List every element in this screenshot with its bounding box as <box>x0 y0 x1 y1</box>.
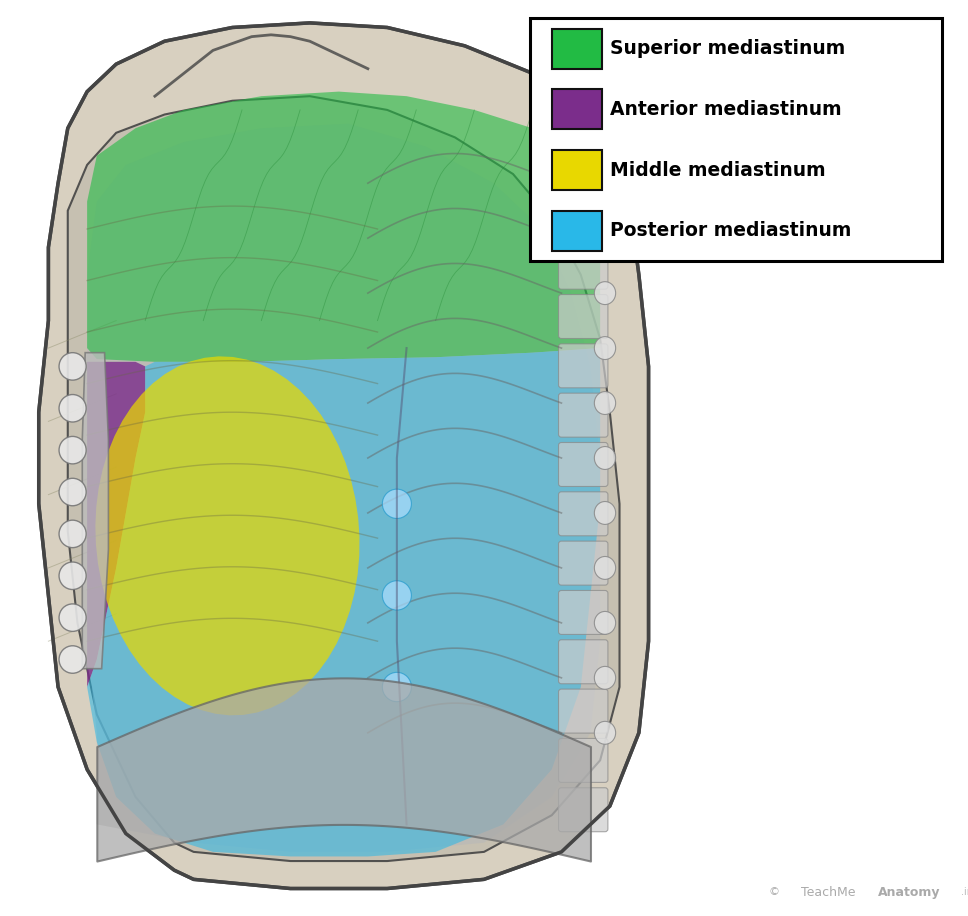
Polygon shape <box>39 23 649 889</box>
FancyBboxPatch shape <box>559 541 608 585</box>
Ellipse shape <box>594 281 616 304</box>
Polygon shape <box>96 356 359 715</box>
Polygon shape <box>68 96 620 861</box>
Ellipse shape <box>382 672 411 702</box>
Ellipse shape <box>594 612 616 634</box>
Ellipse shape <box>594 171 616 195</box>
Ellipse shape <box>59 395 86 422</box>
FancyBboxPatch shape <box>559 442 608 486</box>
Ellipse shape <box>594 226 616 249</box>
Polygon shape <box>87 362 145 687</box>
FancyBboxPatch shape <box>559 591 608 635</box>
FancyBboxPatch shape <box>552 150 602 191</box>
Ellipse shape <box>59 353 86 380</box>
Ellipse shape <box>594 556 616 579</box>
Text: Anterior mediastinum: Anterior mediastinum <box>610 100 841 119</box>
FancyBboxPatch shape <box>559 245 608 289</box>
FancyBboxPatch shape <box>559 639 608 683</box>
Text: Anatomy: Anatomy <box>878 886 941 899</box>
Text: ©: © <box>769 888 780 897</box>
Ellipse shape <box>382 489 411 518</box>
FancyBboxPatch shape <box>559 689 608 733</box>
FancyBboxPatch shape <box>552 28 602 69</box>
FancyBboxPatch shape <box>552 89 602 129</box>
Ellipse shape <box>594 667 616 689</box>
FancyBboxPatch shape <box>559 196 608 240</box>
Ellipse shape <box>594 392 616 414</box>
Text: Middle mediastinum: Middle mediastinum <box>610 160 826 180</box>
Polygon shape <box>87 348 600 856</box>
FancyBboxPatch shape <box>559 788 608 832</box>
Ellipse shape <box>59 520 86 548</box>
Text: Posterior mediastinum: Posterior mediastinum <box>610 222 851 240</box>
Ellipse shape <box>59 562 86 590</box>
Text: Superior mediastinum: Superior mediastinum <box>610 39 845 58</box>
Ellipse shape <box>594 501 616 524</box>
Ellipse shape <box>594 447 616 470</box>
FancyBboxPatch shape <box>559 344 608 387</box>
FancyBboxPatch shape <box>559 393 608 437</box>
FancyBboxPatch shape <box>559 492 608 536</box>
FancyBboxPatch shape <box>559 738 608 782</box>
FancyBboxPatch shape <box>552 211 602 251</box>
Text: .info: .info <box>961 888 968 897</box>
Ellipse shape <box>59 478 86 506</box>
FancyBboxPatch shape <box>559 295 608 339</box>
Ellipse shape <box>594 722 616 744</box>
Ellipse shape <box>594 336 616 359</box>
Ellipse shape <box>59 604 86 631</box>
FancyBboxPatch shape <box>530 18 942 261</box>
Ellipse shape <box>382 581 411 610</box>
Polygon shape <box>87 92 600 362</box>
Polygon shape <box>82 353 108 669</box>
Polygon shape <box>87 124 600 852</box>
Ellipse shape <box>59 436 86 463</box>
Ellipse shape <box>59 646 86 673</box>
Text: TeachMe: TeachMe <box>801 886 855 899</box>
FancyBboxPatch shape <box>559 147 608 191</box>
